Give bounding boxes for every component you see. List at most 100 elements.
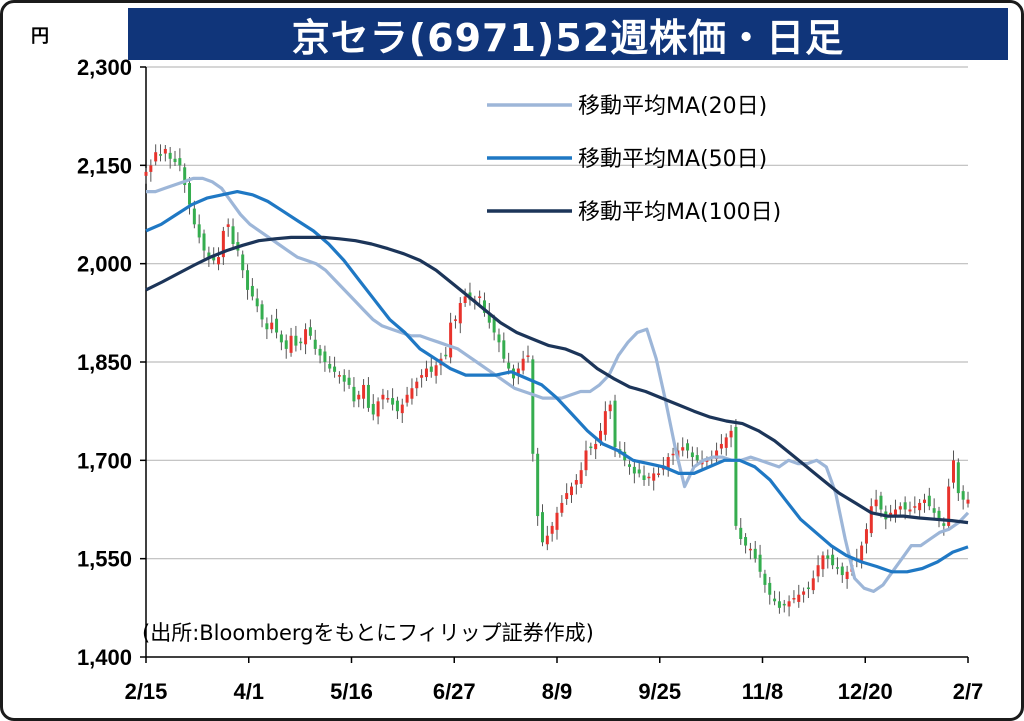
candle-up [724,437,728,448]
candle-up [400,404,404,414]
candle-up [149,165,153,172]
candle-down [391,398,395,405]
candle-down [255,298,259,307]
x-tick-label: 9/25 [638,679,681,704]
candle-down [690,452,694,458]
moving-average-lines [145,176,970,594]
candle-down [937,510,941,520]
x-tick-label: 2/7 [953,679,984,704]
candle-up [893,509,897,517]
candle-up [226,224,230,227]
candle-down [628,464,632,467]
y-tick-label: 1,850 [77,350,132,375]
candle-up [415,381,419,389]
candle-up [560,502,564,513]
candle-up [449,322,453,358]
candle-down [840,566,844,576]
candle-down [188,183,192,205]
candle-down [487,312,491,323]
candle-up [729,430,733,438]
candle-down [183,167,187,185]
candle-up [217,257,221,265]
candle-up [657,473,661,475]
candle-down [739,527,743,539]
candle-down [241,254,245,271]
candle-up [608,404,612,412]
candle-down [777,601,781,608]
candle-up [570,486,574,496]
candle-up [304,329,308,345]
candle-up [434,365,438,376]
candle-up [947,486,951,526]
candle-down [265,323,269,330]
candle-down [279,334,283,343]
candle-up [864,529,868,544]
candle-down [159,154,163,156]
candle-up [845,571,849,579]
candle-up [715,450,719,460]
candle-up [424,368,428,378]
candle-down [642,475,646,480]
candle-down [686,443,690,451]
candle-down [531,359,535,454]
x-tick-label: 5/16 [330,679,373,704]
candle-down [502,340,506,359]
candle-up [792,598,796,600]
candle-down [613,400,617,448]
candle-up [869,506,873,534]
x-tick-labels: 2/15 4/1 5/16 6/27 8/9 9/25 11/8 12/20 2/7 [125,679,984,704]
candle-up [816,565,820,577]
candle-down [782,603,786,606]
candle-up [922,499,926,503]
candle-up [874,499,878,507]
candle-up [550,525,554,534]
candle-up [647,476,651,479]
candle-down [323,351,327,362]
candle-up [565,493,569,500]
legend-label-ma100: 移動平均MA(100日) [578,200,781,225]
candle-down [308,327,312,336]
candle-down [961,491,965,500]
candle-up [478,296,482,298]
candle-down [942,523,946,526]
candle-up [144,171,148,176]
candle-down [763,573,767,585]
candle-down [753,548,757,559]
candle-down [589,446,593,449]
candle-up [357,394,361,400]
candle-up [918,502,922,511]
candle-down [768,582,772,595]
y-tick-label: 2,300 [77,55,132,80]
candle-down [773,598,777,602]
candle-down [395,400,399,412]
candle-down [536,453,540,517]
candle-up [163,148,167,154]
candle-up [898,506,902,510]
grid-lines [146,66,968,560]
candle-up [802,591,806,595]
candle-down [202,233,206,251]
candle-down [294,335,298,346]
candle-down [879,495,883,510]
candle-down [178,158,182,166]
candle-down [342,375,346,382]
legend-label-ma20: 移動平均MA(20日) [578,94,767,119]
candle-down [366,384,370,408]
x-tick-label: 2/15 [125,679,168,704]
candle-down [347,377,351,385]
candle-down [831,554,835,566]
candle-up [666,457,670,469]
y-tick-label: 1,400 [77,645,132,670]
candle-down [328,363,332,369]
candle-up [603,411,607,435]
candle-down [352,386,356,402]
x-tick-label: 6/27 [433,679,476,704]
candle-down [444,354,448,357]
axes [140,66,969,663]
candle-down [956,462,960,494]
candle-down [806,587,810,590]
candle-up [545,535,549,545]
candle-down [744,537,748,546]
candle-up [221,230,225,258]
